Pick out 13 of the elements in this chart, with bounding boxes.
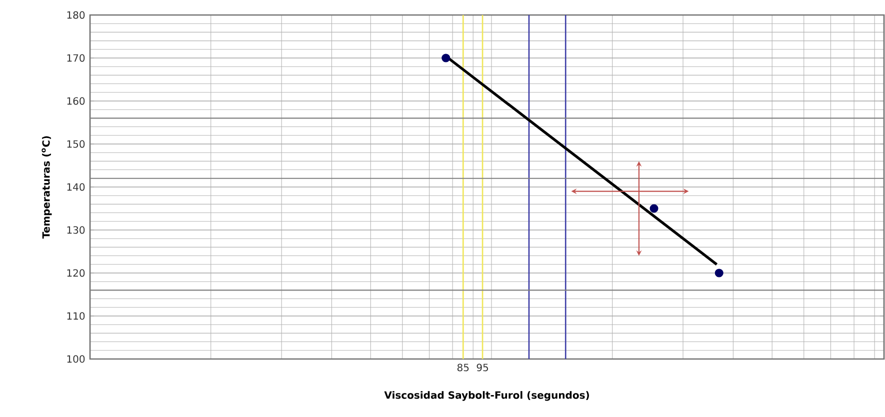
x-tick-label: 95 — [476, 364, 488, 372]
y-axis-title: Temperaturas ($^{o}$C) — [42, 136, 52, 239]
y-tick-label: 150 — [67, 140, 85, 148]
y-tick-label: 110 — [67, 312, 85, 320]
y-tick-label: 170 — [67, 54, 85, 62]
y-tick-label: 130 — [67, 226, 85, 234]
x-axis-title: Viscosidad Saybolt-Furol (segundos) — [384, 391, 589, 401]
x-tick-label: 85 — [457, 364, 469, 372]
y-tick-label: 180 — [67, 11, 85, 19]
y-tick-label: 120 — [67, 269, 85, 277]
y-tick-label: 100 — [67, 355, 85, 363]
y-tick-label: 160 — [67, 97, 85, 105]
y-tick-label: 140 — [67, 183, 85, 191]
